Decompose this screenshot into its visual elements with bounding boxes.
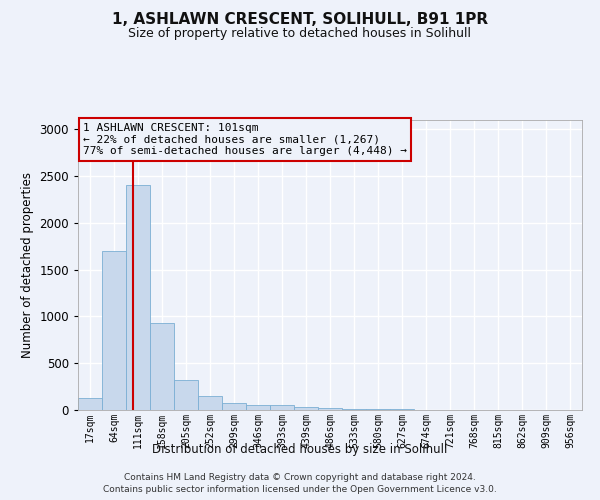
Bar <box>150 323 174 410</box>
Y-axis label: Number of detached properties: Number of detached properties <box>21 172 34 358</box>
Text: 1 ASHLAWN CRESCENT: 101sqm
← 22% of detached houses are smaller (1,267)
77% of s: 1 ASHLAWN CRESCENT: 101sqm ← 22% of deta… <box>83 123 407 156</box>
Bar <box>126 186 150 410</box>
Text: Size of property relative to detached houses in Solihull: Size of property relative to detached ho… <box>128 28 472 40</box>
Text: 1, ASHLAWN CRESCENT, SOLIHULL, B91 1PR: 1, ASHLAWN CRESCENT, SOLIHULL, B91 1PR <box>112 12 488 28</box>
Text: Contains HM Land Registry data © Crown copyright and database right 2024.
Contai: Contains HM Land Registry data © Crown c… <box>103 472 497 494</box>
Bar <box>102 251 126 410</box>
Bar <box>198 396 222 410</box>
Bar <box>78 398 102 410</box>
Bar <box>318 408 342 410</box>
Bar <box>174 380 198 410</box>
Bar <box>222 403 246 410</box>
Bar <box>366 409 390 410</box>
Bar <box>342 409 366 410</box>
Bar <box>270 406 294 410</box>
Bar <box>246 406 270 410</box>
Text: Distribution of detached houses by size in Solihull: Distribution of detached houses by size … <box>152 442 448 456</box>
Bar <box>294 407 318 410</box>
